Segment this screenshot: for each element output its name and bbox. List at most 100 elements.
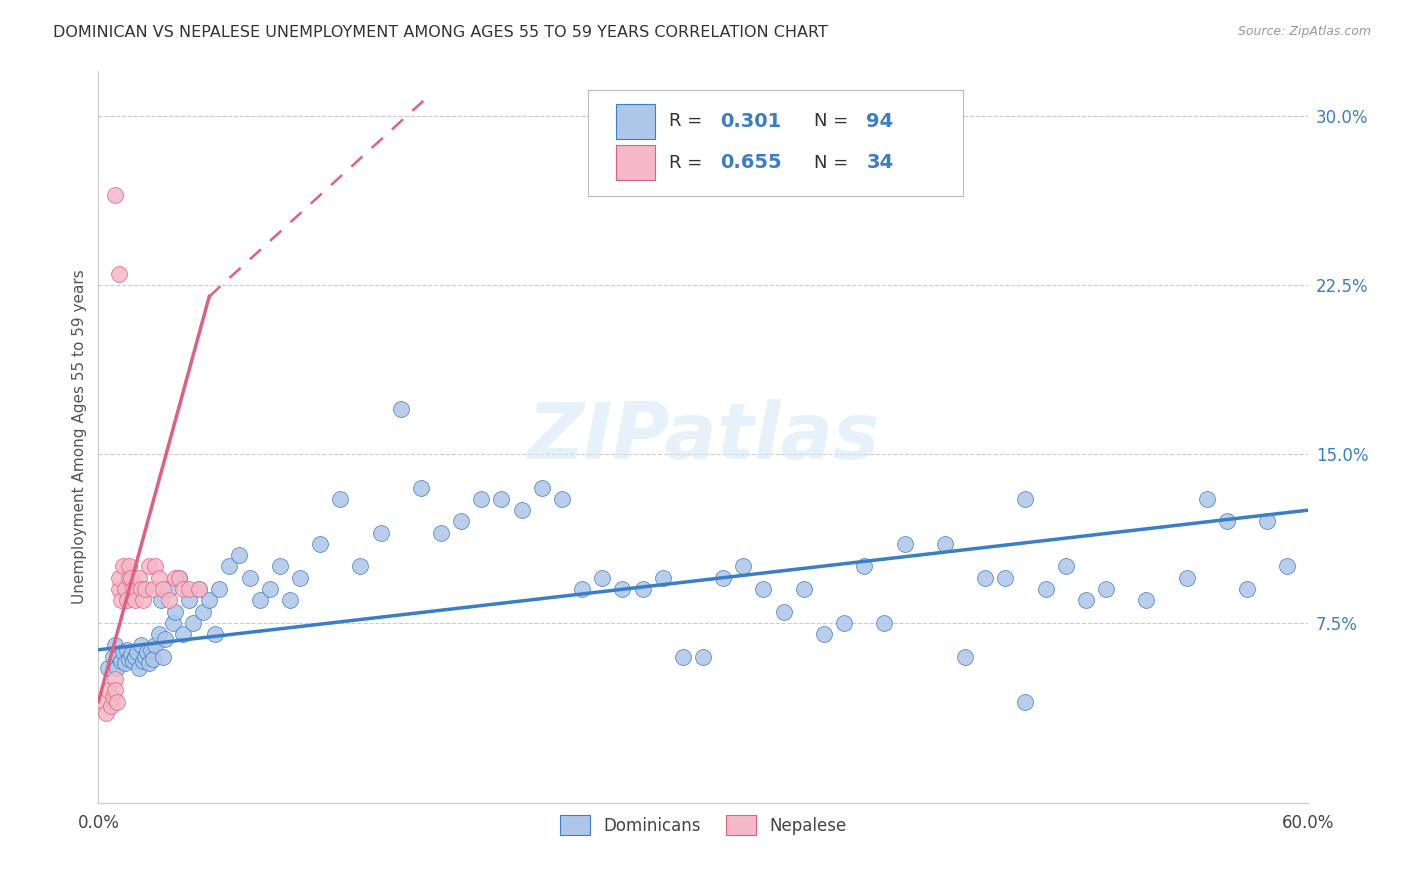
Point [110, 654, 132, 668]
Point [167, 571, 190, 585]
Point [100, 699, 122, 714]
Point [115, 642, 138, 657]
Point [309, 537, 332, 551]
Point [101, 649, 124, 664]
Point [793, 582, 815, 596]
Point [752, 582, 775, 596]
Point [142, 582, 165, 596]
Point [143, 638, 166, 652]
Point [631, 582, 654, 596]
Point [96, 706, 118, 720]
Point [93, 694, 115, 708]
Point [148, 627, 170, 641]
Point [132, 654, 155, 668]
Text: DOMINICAN VS NEPALESE UNEMPLOYMENT AMONG AGES 55 TO 59 YEARS CORRELATION CHART: DOMINICAN VS NEPALESE UNEMPLOYMENT AMONG… [53, 25, 828, 40]
Point [167, 571, 190, 585]
Point [118, 571, 141, 585]
Point [974, 571, 997, 585]
Point [114, 657, 136, 671]
Point [157, 582, 180, 596]
Point [139, 642, 162, 657]
Point [278, 593, 301, 607]
Legend: Dominicans, Nepalese: Dominicans, Nepalese [553, 808, 853, 842]
Point [772, 605, 794, 619]
Point [1054, 559, 1077, 574]
Text: R =: R = [669, 112, 709, 130]
Point [1035, 582, 1057, 596]
Point [259, 582, 281, 596]
Point [103, 638, 125, 652]
Point [157, 593, 180, 607]
Point [711, 571, 734, 585]
Point [591, 571, 613, 585]
Text: 0.301: 0.301 [720, 112, 782, 130]
Point [873, 615, 896, 630]
Point [934, 537, 956, 551]
Point [370, 525, 392, 540]
Point [107, 649, 129, 664]
Bar [616, 145, 655, 180]
Point [134, 649, 156, 664]
Text: N =: N = [814, 153, 855, 172]
Point [152, 582, 174, 596]
Point [813, 627, 835, 641]
Point [103, 188, 125, 202]
Point [124, 593, 146, 607]
Point [389, 401, 412, 416]
Point [832, 615, 855, 630]
Point [179, 582, 201, 596]
Point [1216, 515, 1239, 529]
Point [162, 615, 184, 630]
Text: 34: 34 [866, 153, 893, 172]
Point [107, 582, 129, 596]
Point [148, 571, 170, 585]
Point [101, 690, 124, 704]
Y-axis label: Unemployment Among Ages 55 to 59 years: Unemployment Among Ages 55 to 59 years [72, 269, 87, 605]
Point [218, 559, 240, 574]
Text: ZIPatlas: ZIPatlas [527, 399, 879, 475]
Point [1195, 491, 1218, 506]
Point [172, 582, 194, 596]
Point [153, 632, 176, 646]
Point [1074, 593, 1097, 607]
Point [172, 627, 194, 641]
Point [163, 605, 186, 619]
Point [103, 683, 125, 698]
Point [121, 654, 143, 668]
Point [107, 571, 129, 585]
Point [672, 649, 695, 664]
Point [118, 652, 141, 666]
Point [120, 647, 142, 661]
Point [128, 571, 150, 585]
Point [994, 571, 1017, 585]
Point [103, 672, 125, 686]
Point [853, 559, 876, 574]
Point [470, 491, 492, 506]
Point [1236, 582, 1258, 596]
Text: 0.655: 0.655 [720, 153, 782, 172]
Point [118, 559, 141, 574]
Text: R =: R = [669, 153, 709, 172]
Text: 94: 94 [866, 112, 893, 130]
Point [239, 571, 262, 585]
Point [893, 537, 915, 551]
Bar [616, 103, 655, 138]
Point [105, 661, 128, 675]
Point [97, 661, 120, 675]
Point [188, 582, 211, 596]
Point [198, 593, 221, 607]
Point [114, 582, 136, 596]
Point [651, 571, 673, 585]
Point [530, 481, 553, 495]
Point [115, 593, 138, 607]
Point [129, 582, 152, 596]
Point [1135, 593, 1157, 607]
Point [110, 593, 132, 607]
Point [1277, 559, 1299, 574]
Point [193, 605, 215, 619]
Point [107, 267, 129, 281]
Point [1014, 491, 1036, 506]
Point [208, 582, 231, 596]
Point [249, 593, 271, 607]
Point [138, 559, 160, 574]
